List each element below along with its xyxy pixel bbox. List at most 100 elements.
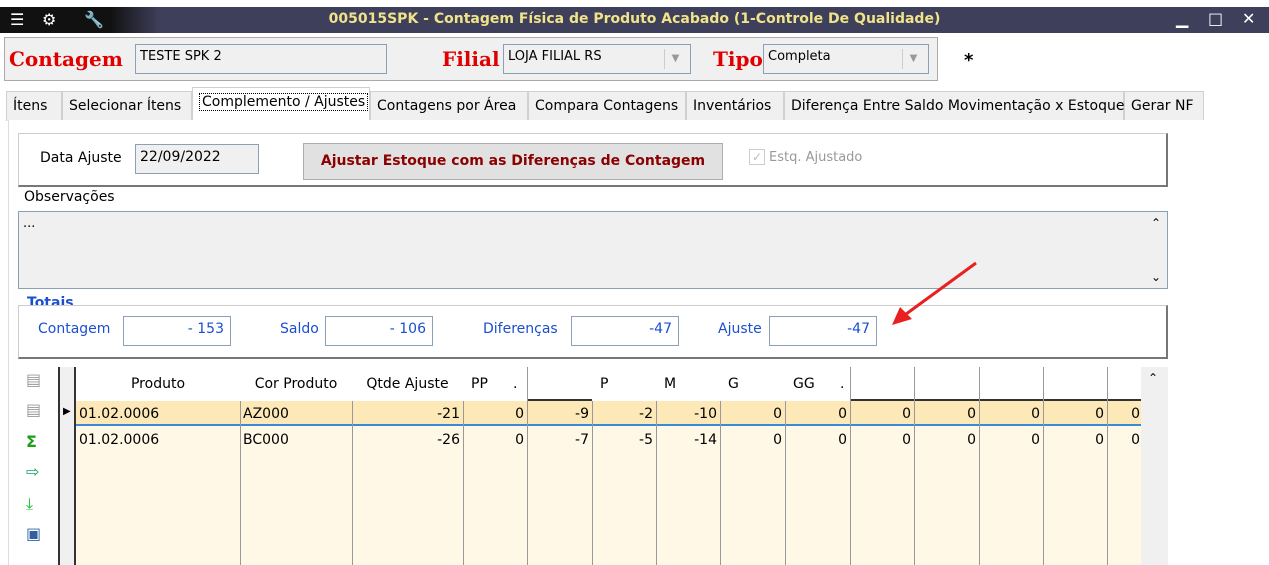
filial-label: Filial (442, 47, 500, 71)
column-header[interactable]: Qtde Ajuste (352, 367, 463, 401)
form-menu-icon[interactable]: ☰ (10, 10, 25, 29)
tab-contagens-por-area[interactable]: Contagens por Área (370, 91, 528, 121)
column-header[interactable]: Cor Produto (240, 367, 352, 401)
column-header[interactable]: G (720, 367, 785, 401)
column-divider (979, 367, 980, 565)
totais-panel: Contagem - 153 Saldo - 106 Diferenças -4… (18, 305, 1168, 359)
column-divider (527, 367, 528, 565)
estq-ajustado-checkbox[interactable]: ✓ (749, 149, 765, 165)
wrench-icon[interactable]: 🔧 (84, 10, 104, 29)
move-to-end-icon[interactable]: ⤓ (26, 494, 34, 513)
column-header[interactable]: Produto (76, 367, 240, 401)
tab-label: Complemento / Ajustes (199, 93, 369, 111)
column-header[interactable]: GG (785, 367, 850, 401)
grid-cell[interactable]: 0 (967, 406, 976, 422)
grid-cell[interactable]: -9 (575, 406, 589, 422)
tab-diferenca-saldo[interactable]: Diferença Entre Saldo Movimentação x Est… (784, 91, 1124, 121)
grid-cell[interactable]: -10 (694, 406, 717, 422)
diferencas-total-label: Diferenças (483, 321, 558, 337)
grid-cell[interactable]: 0 (902, 406, 911, 422)
grid-cell[interactable]: 0 (1131, 432, 1140, 448)
column-divider (1043, 367, 1044, 565)
grid-cell[interactable]: 0 (838, 406, 847, 422)
grid-cell[interactable]: 0 (902, 432, 911, 448)
chevron-down-icon[interactable]: ▼ (664, 49, 686, 69)
chevron-down-icon[interactable]: ▼ (902, 49, 924, 69)
grid-cell[interactable]: 0 (515, 406, 524, 422)
column-header: . (513, 376, 518, 392)
grid-cell[interactable]: -7 (575, 432, 589, 448)
estq-ajustado-label: Estq. Ajustado (769, 150, 863, 165)
data-ajuste-input[interactable]: 22/09/2022 (135, 144, 259, 174)
title-bar: ☰ ⚙ 🔧 005015SPK - Contagem Física de Pro… (0, 7, 1269, 33)
column-divider (720, 367, 721, 565)
traffic-light-icon[interactable]: ⚙ (42, 10, 57, 29)
grid-cell[interactable]: 01.02.0006 (79, 406, 160, 422)
close-button[interactable]: ✕ (1242, 9, 1256, 28)
grid-cell[interactable]: 0 (967, 432, 976, 448)
grid-cell[interactable]: 01.02.0006 (79, 432, 160, 448)
grid-cell[interactable]: -2 (639, 406, 653, 422)
observacoes-textarea[interactable]: ... ⌃ ⌄ (18, 211, 1168, 289)
contagem-label: Contagem (9, 47, 123, 71)
selected-row-highlight (76, 401, 1143, 426)
scroll-up-icon[interactable]: ⌃ (1148, 371, 1159, 385)
scroll-down-icon[interactable]: ⌄ (1150, 270, 1161, 284)
saldo-total-value: - 106 (325, 316, 433, 346)
grid-cell[interactable]: -26 (437, 432, 460, 448)
grid-cell[interactable]: 0 (838, 432, 847, 448)
column-header[interactable]: PP (463, 367, 527, 401)
column-divider (352, 367, 353, 565)
grid-cell[interactable]: BC000 (243, 432, 289, 448)
contagem-input[interactable]: TESTE SPK 2 (135, 44, 387, 74)
filial-value: LOJA FILIAL RS (508, 49, 602, 64)
grid-cell[interactable]: -21 (437, 406, 460, 422)
tab-itens[interactable]: Ítens (6, 91, 62, 121)
row-pointer-icon: ▶ (63, 406, 71, 417)
tab-complemento-ajustes[interactable]: Complemento / Ajustes (192, 87, 370, 121)
image-icon[interactable]: ▣ (26, 524, 42, 543)
remove-row-icon[interactable]: ▤ (26, 400, 42, 419)
grid-scrollbar[interactable]: ⌃ (1141, 367, 1168, 565)
grid-cell[interactable]: AZ000 (243, 406, 289, 422)
grid-cell[interactable]: 0 (773, 432, 782, 448)
saldo-total-label: Saldo (280, 321, 319, 337)
observacoes-value: ... (23, 216, 36, 231)
column-header[interactable]: P (592, 367, 656, 401)
diferencas-total-value: -47 (571, 316, 679, 346)
grid-cell[interactable]: -14 (694, 432, 717, 448)
header-panel: Contagem TESTE SPK 2 Filial LOJA FILIAL … (4, 37, 938, 81)
tab-compara-contagens[interactable]: Compara Contagens (528, 91, 686, 121)
grid-cell[interactable]: -5 (639, 432, 653, 448)
window-title: 005015SPK - Contagem Física de Produto A… (328, 11, 941, 27)
grid-cell[interactable]: 0 (1031, 432, 1040, 448)
sum-icon[interactable]: Σ (26, 432, 37, 451)
export-icon[interactable]: ⇨ (26, 462, 40, 481)
annotation-arrow (892, 261, 977, 325)
grid-cell[interactable]: 0 (1031, 406, 1040, 422)
items-grid[interactable]: ▶ Produto Cor Produto Qtde Ajuste PP P M G GG..… (58, 367, 1143, 565)
tab-bar: Ítens Selecionar Ítens Complemento / Aju… (6, 87, 1206, 121)
grid-cell[interactable]: 0 (1095, 406, 1104, 422)
grid-cell[interactable]: 0 (1131, 406, 1140, 422)
column-header[interactable]: M (656, 367, 720, 401)
filial-select[interactable]: LOJA FILIAL RS ▼ (503, 44, 691, 74)
tab-gerar-nf[interactable]: Gerar NF (1124, 91, 1204, 121)
ajustar-estoque-button[interactable]: Ajustar Estoque com as Diferenças de Con… (303, 143, 723, 180)
grid-cell[interactable]: 0 (515, 432, 524, 448)
scroll-up-icon[interactable]: ⌃ (1150, 216, 1161, 230)
row-indicator-column (60, 367, 76, 565)
maximize-button[interactable]: □ (1208, 9, 1224, 28)
minimize-button[interactable]: ▁ (1176, 9, 1189, 28)
tipo-value: Completa (768, 49, 831, 64)
column-divider (1107, 367, 1108, 565)
tipo-select[interactable]: Completa ▼ (763, 44, 929, 74)
grid-cell[interactable]: 0 (773, 406, 782, 422)
column-divider (592, 367, 593, 565)
contagem-total-value: - 153 (123, 316, 231, 346)
tab-inventarios[interactable]: Inventários (686, 91, 784, 121)
grid-cell[interactable]: 0 (1095, 432, 1104, 448)
column-divider (850, 367, 851, 565)
add-row-icon[interactable]: ▤ (26, 370, 42, 389)
tab-selecionar-itens[interactable]: Selecionar Ítens (62, 91, 192, 121)
